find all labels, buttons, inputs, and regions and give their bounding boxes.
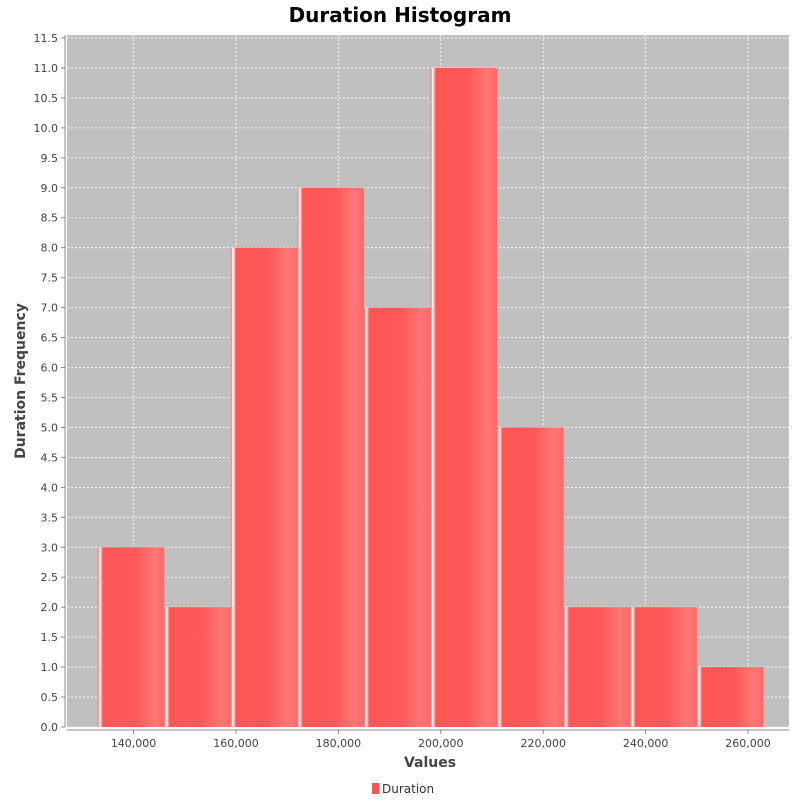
y-tick-label: 5.0 [41,421,59,434]
y-tick-label: 1.0 [41,661,59,674]
y-tick-label: 0.5 [41,691,59,704]
x-axis-label: Values [404,755,456,771]
histogram-bar [630,607,697,727]
y-tick-label: 4.0 [41,481,59,494]
histogram-bar [97,547,165,727]
y-tick-label: 0.0 [41,721,59,734]
bars [97,67,764,728]
y-tick-label: 8.0 [41,242,59,255]
legend-label: Duration [382,782,434,796]
y-tick-label: 6.0 [41,362,59,375]
x-tick-label: 240,000 [623,737,669,750]
histogram-bar [497,427,564,727]
y-tick-label: 11.5 [34,32,59,45]
chart-title: Duration Histogram [289,3,512,27]
y-axis-label: Duration Frequency [13,303,29,459]
histogram-bar [363,307,431,727]
axes: 0.0 0.5 1.0 1.5 2.0 2.5 3.0 3.5 4.0 4.5 5.0 5.5 6.0 6… [34,32,789,750]
x-tick-label: 140,000 [111,737,157,750]
histogram-bar [430,67,498,727]
histogram-bar [563,607,631,727]
y-tick-label: 3.5 [41,511,59,524]
x-tick-label: 160,000 [213,737,259,750]
y-tick-label: 2.5 [41,571,59,584]
x-tick-label: 260,000 [725,737,771,750]
legend: Duration [372,782,434,796]
y-tick-label: 3.0 [41,541,59,554]
y-tick-label: 7.5 [41,272,59,285]
y-tick-label: 8.5 [41,212,59,225]
histogram-bar [696,667,764,727]
y-tick-label: 10.0 [34,122,59,135]
y-tick-label: 6.5 [41,332,59,345]
histogram-bar [230,247,298,727]
histogram-bar [297,187,364,728]
y-tick-label: 4.5 [41,451,59,464]
y-tick-label: 5.5 [41,391,59,404]
x-tick-label: 220,000 [520,737,566,750]
y-tick-label: 7.0 [41,302,59,315]
y-tick-label: 11.0 [34,62,59,75]
x-tick-label: 180,000 [316,737,362,750]
y-tick-label: 1.5 [41,631,59,644]
histogram-bar [164,607,231,727]
x-tick-label: 200,000 [418,737,464,750]
y-tick-label: 9.5 [41,152,59,165]
y-tick-label: 10.5 [34,92,59,105]
legend-swatch [372,783,379,794]
y-tick-label: 9.0 [41,182,59,195]
y-tick-label: 2.0 [41,601,59,614]
